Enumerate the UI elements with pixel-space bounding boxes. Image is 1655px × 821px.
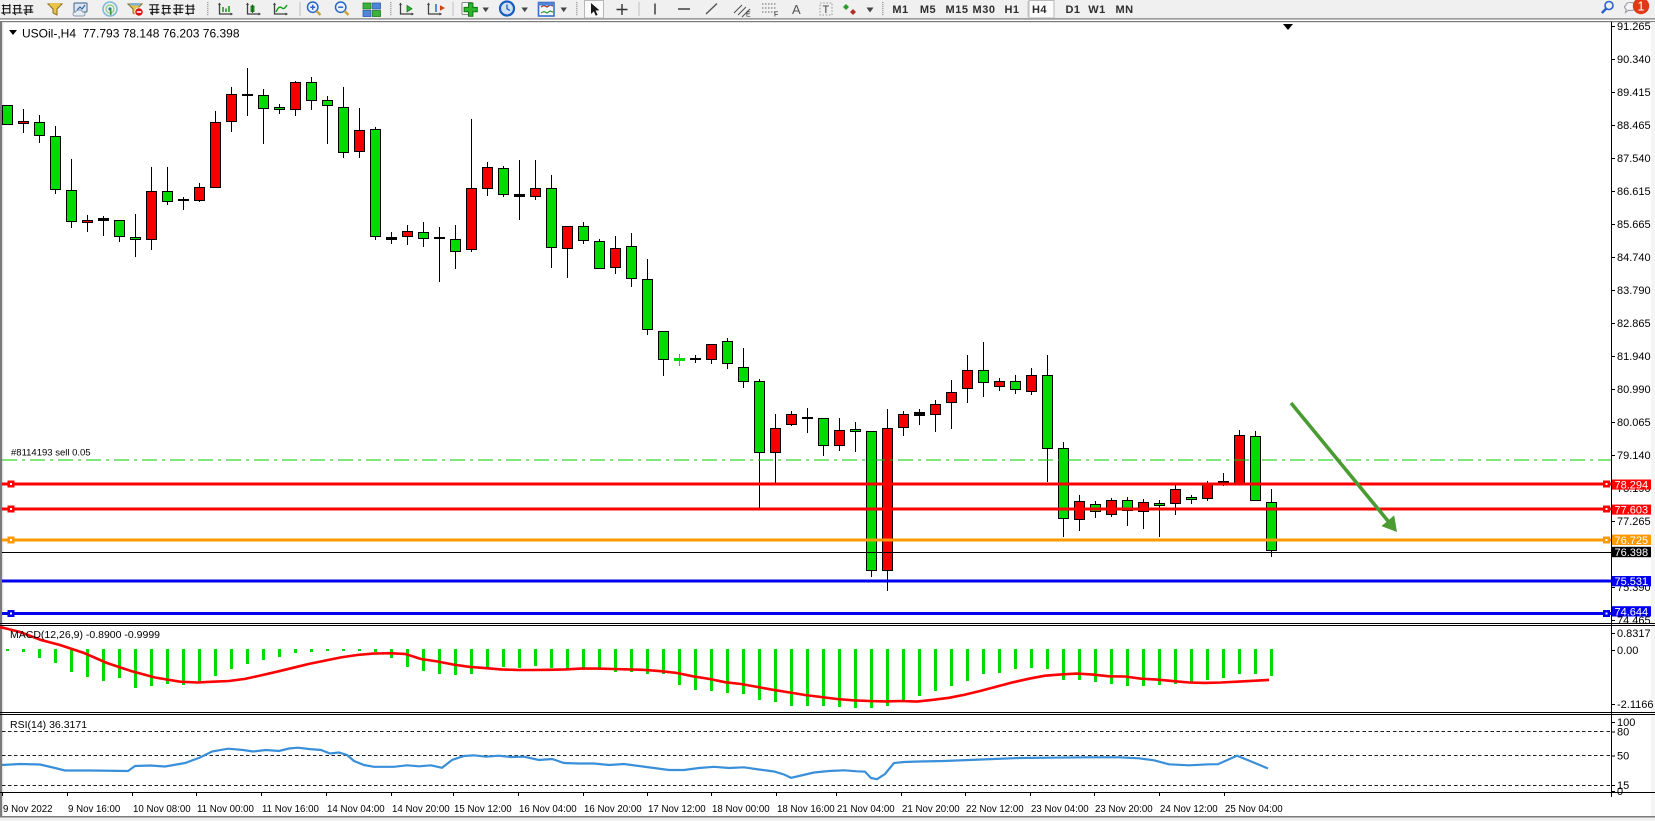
svg-text:15: 15: [1617, 780, 1629, 792]
svg-text:74.465: 74.465: [1617, 615, 1651, 627]
svg-text:M30: M30: [973, 4, 996, 16]
svg-text:11 Nov 00:00: 11 Nov 00:00: [197, 804, 255, 815]
svg-text:9 Nov 16:00: 9 Nov 16:00: [68, 804, 121, 815]
svg-text:RSI(14) 36.3171: RSI(14) 36.3171: [10, 719, 87, 731]
svg-text:24 Nov 12:00: 24 Nov 12:00: [1160, 804, 1218, 815]
svg-text:MACD(12,26,9) -0.8900 -0.9999: MACD(12,26,9) -0.8900 -0.9999: [10, 629, 160, 641]
svg-text:USOil-,H4 77.793 78.148 76.20: USOil-,H4 77.793 78.148 76.203 76.398: [22, 27, 240, 41]
svg-text:16 Nov 20:00: 16 Nov 20:00: [584, 804, 642, 815]
svg-text:22 Nov 12:00: 22 Nov 12:00: [966, 804, 1024, 815]
svg-text:80: 80: [1617, 726, 1629, 738]
svg-text:23 Nov 04:00: 23 Nov 04:00: [1031, 804, 1089, 815]
svg-text:16 Nov 04:00: 16 Nov 04:00: [519, 804, 577, 815]
svg-text:76.398: 76.398: [1615, 547, 1649, 559]
svg-text:M1: M1: [892, 4, 908, 16]
svg-text:A: A: [792, 2, 801, 17]
svg-text:21 Nov 04:00: 21 Nov 04:00: [837, 804, 895, 815]
svg-text:E: E: [746, 12, 751, 19]
svg-text:77.603: 77.603: [1615, 505, 1649, 517]
svg-text:W1: W1: [1088, 4, 1106, 16]
svg-text:18 Nov 16:00: 18 Nov 16:00: [777, 804, 835, 815]
svg-text:-2.1166: -2.1166: [1617, 699, 1654, 711]
svg-text:86.615: 86.615: [1617, 186, 1651, 198]
svg-text:D1: D1: [1065, 4, 1080, 16]
svg-text:T: T: [823, 4, 830, 16]
svg-text:15 Nov 12:00: 15 Nov 12:00: [454, 804, 512, 815]
svg-text:83.790: 83.790: [1617, 285, 1651, 297]
svg-text:H4: H4: [1032, 4, 1047, 16]
svg-text:23 Nov 20:00: 23 Nov 20:00: [1095, 804, 1153, 815]
svg-text:80.065: 80.065: [1617, 417, 1651, 429]
svg-text:50: 50: [1617, 750, 1629, 762]
svg-text:M15: M15: [946, 4, 969, 16]
svg-text:H1: H1: [1004, 4, 1019, 16]
svg-text:100: 100: [1617, 717, 1635, 729]
svg-text:0.8317: 0.8317: [1617, 628, 1651, 640]
svg-text:76.725: 76.725: [1615, 535, 1649, 547]
svg-text:9 Nov 2022: 9 Nov 2022: [3, 804, 53, 815]
svg-text:14 Nov 20:00: 14 Nov 20:00: [392, 804, 450, 815]
svg-text:82.865: 82.865: [1617, 318, 1651, 330]
svg-text:1: 1: [1638, 0, 1645, 13]
svg-text:84.740: 84.740: [1617, 252, 1651, 264]
svg-text:11 Nov 16:00: 11 Nov 16:00: [262, 804, 320, 815]
svg-text:0.00: 0.00: [1617, 645, 1638, 657]
svg-text:80.990: 80.990: [1617, 384, 1651, 396]
svg-text:14 Nov 04:00: 14 Nov 04:00: [327, 804, 385, 815]
svg-text:79.140: 79.140: [1617, 450, 1651, 462]
svg-text:#8114193 sell 0.05: #8114193 sell 0.05: [11, 448, 91, 459]
svg-text:10 Nov 08:00: 10 Nov 08:00: [133, 804, 191, 815]
svg-text:F: F: [774, 12, 778, 19]
svg-text:MN: MN: [1115, 4, 1133, 16]
svg-text:18 Nov 00:00: 18 Nov 00:00: [712, 804, 770, 815]
svg-text:75.531: 75.531: [1615, 576, 1649, 588]
svg-text:78.294: 78.294: [1615, 480, 1649, 492]
svg-text:21 Nov 20:00: 21 Nov 20:00: [902, 804, 960, 815]
svg-text:74.644: 74.644: [1615, 606, 1649, 618]
svg-text:88.465: 88.465: [1617, 120, 1651, 132]
svg-text:81.940: 81.940: [1617, 351, 1651, 363]
svg-text:87.540: 87.540: [1617, 153, 1651, 165]
svg-text:77.265: 77.265: [1617, 516, 1651, 528]
svg-text:91.265: 91.265: [1617, 21, 1651, 33]
svg-text:25 Nov 04:00: 25 Nov 04:00: [1225, 804, 1283, 815]
svg-text:17 Nov 12:00: 17 Nov 12:00: [648, 804, 706, 815]
svg-text:90.340: 90.340: [1617, 54, 1651, 66]
svg-text:89.415: 89.415: [1617, 87, 1651, 99]
svg-text:85.665: 85.665: [1617, 219, 1651, 231]
svg-text:M5: M5: [920, 4, 936, 16]
svg-text:0: 0: [1617, 786, 1623, 798]
